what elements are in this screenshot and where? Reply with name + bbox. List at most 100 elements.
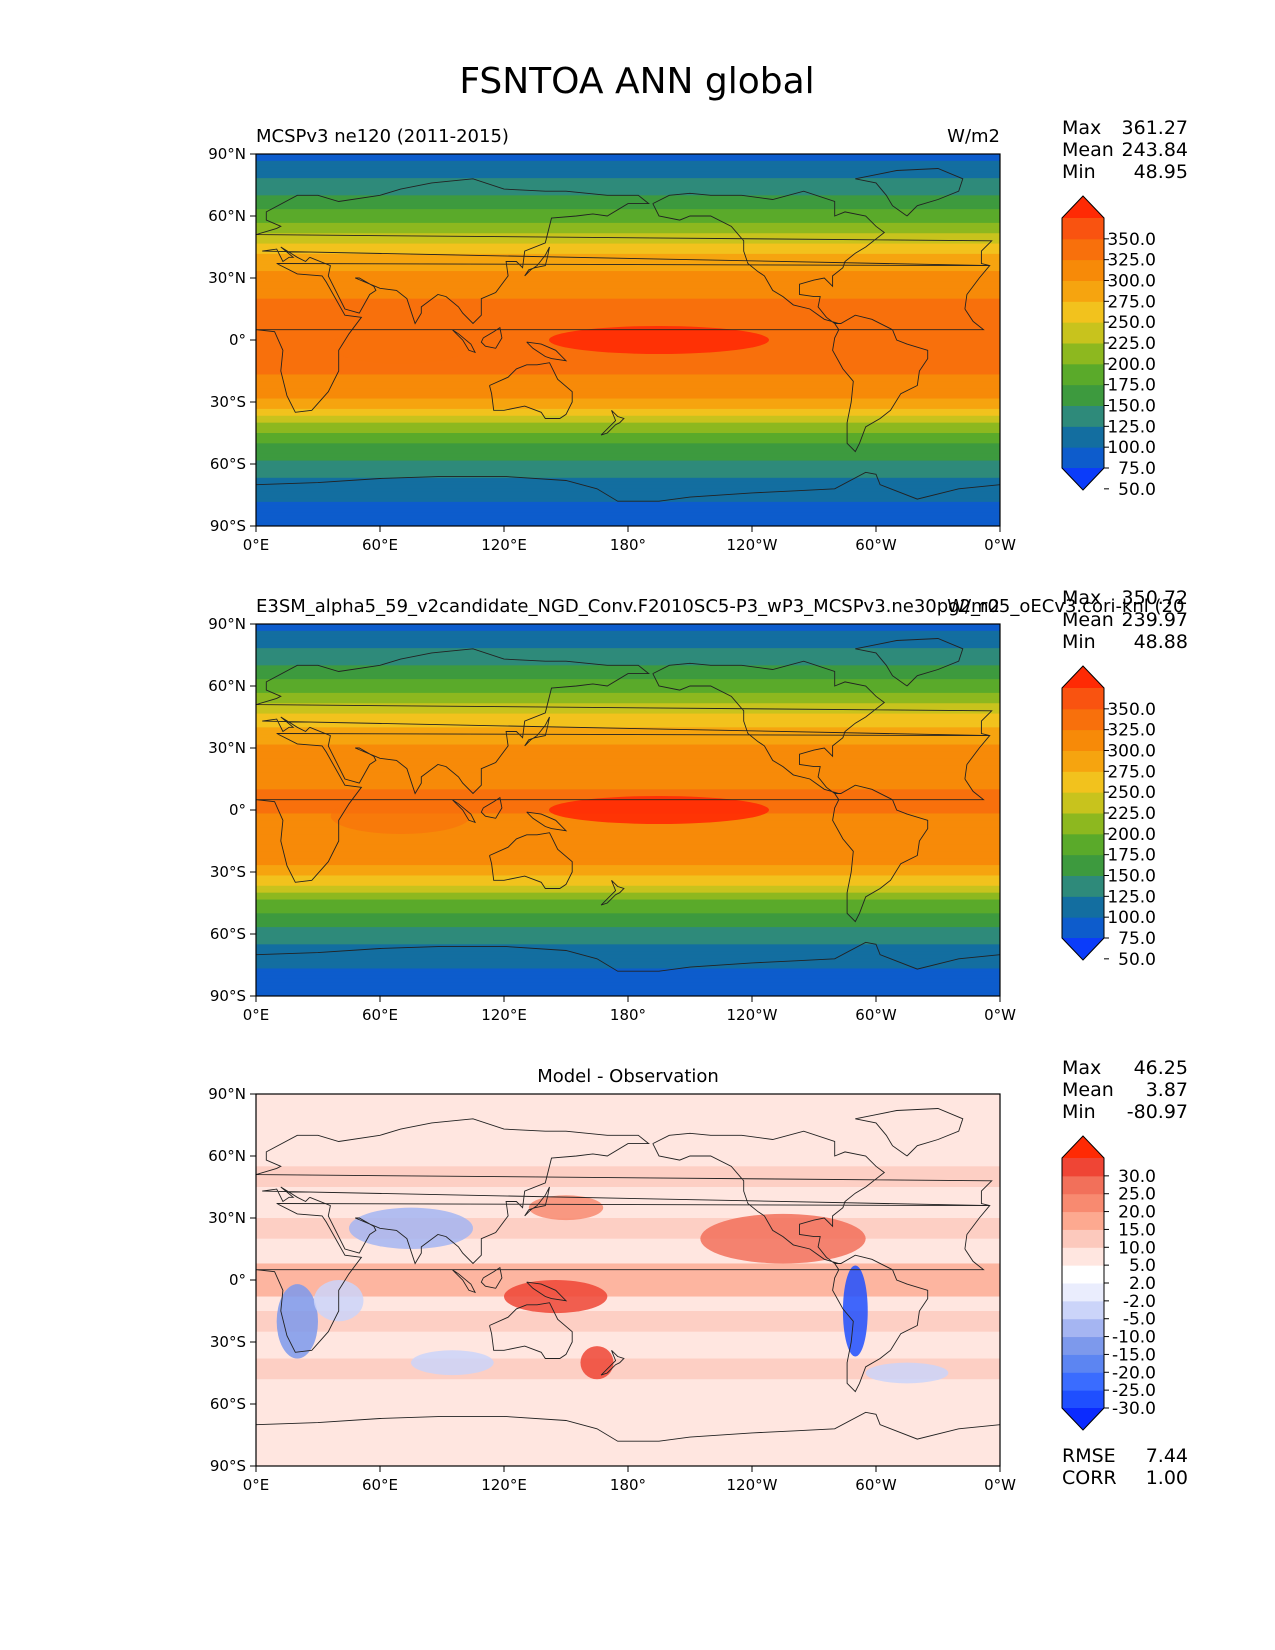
- colorbar-bin: [1062, 1318, 1104, 1338]
- panel-test: MCSPv3 ne120 (2011-2015) W/m2350.0325.030…: [208, 117, 1188, 554]
- field-band: [256, 679, 1000, 684]
- field-band: [256, 464, 1000, 469]
- field-band: [256, 985, 1000, 990]
- stat-value: 361.27: [1122, 117, 1188, 139]
- colorbar-extend-min: [1062, 1408, 1104, 1430]
- field-band: [256, 692, 1000, 697]
- field-band: [256, 989, 1000, 994]
- field-band: [256, 872, 1000, 877]
- field-band: [256, 920, 1000, 925]
- field-band: [256, 160, 1000, 165]
- field-band: [256, 744, 1000, 749]
- field-band: [256, 240, 1000, 245]
- colorbar-label: 225.0: [1107, 334, 1156, 354]
- field-band: [256, 278, 1000, 283]
- stat-label: Mean: [1062, 139, 1114, 161]
- anomaly-blob: [276, 1284, 319, 1359]
- field-band: [256, 309, 1000, 314]
- x-tick-label: 120°W: [727, 1476, 778, 1494]
- field-band: [256, 717, 1000, 722]
- colorbar-bin: [1062, 1336, 1104, 1355]
- field-band: [256, 892, 1000, 897]
- colorbar-bin: [1062, 1300, 1104, 1320]
- field-band: [256, 913, 1000, 918]
- colorbar-bin: [1062, 1390, 1104, 1409]
- field-band: [256, 686, 1000, 691]
- field-band: [256, 402, 1000, 407]
- panel-title: Model - Observation: [537, 1066, 719, 1087]
- stat-label: Max: [1062, 1057, 1101, 1079]
- field-band: [256, 734, 1000, 739]
- colorbar-label: -10.0: [1112, 1328, 1156, 1348]
- field-band: [256, 267, 1000, 272]
- y-tick-label: 90°N: [208, 145, 246, 163]
- x-tick-label: 60°W: [855, 1476, 897, 1494]
- anomaly-blob: [528, 1195, 604, 1221]
- field-band: [256, 847, 1000, 852]
- field-band: [256, 419, 1000, 424]
- colorbar-label: 200.0: [1107, 825, 1156, 845]
- field-band: [256, 627, 1000, 632]
- field-band: [256, 954, 1000, 959]
- field-band: [256, 515, 1000, 520]
- field-band: [256, 1263, 1000, 1297]
- field-band: [256, 519, 1000, 524]
- panel-units: W/m2: [947, 596, 1000, 617]
- field-band: [256, 982, 1000, 987]
- field-band: [256, 443, 1000, 448]
- x-tick-label: 60°E: [362, 1476, 398, 1494]
- field-band: [256, 730, 1000, 735]
- metric-label: CORR: [1062, 1467, 1117, 1489]
- indian-ocean-anomaly: [330, 798, 471, 834]
- colorbar-label: 125.0: [1107, 887, 1156, 907]
- panel-difference: Model - Observation 30.025.020.015.010.05…: [208, 1057, 1188, 1494]
- field-band: [256, 291, 1000, 296]
- field-band: [256, 889, 1000, 894]
- field-band: [256, 495, 1000, 500]
- colorbar-bin: [1062, 363, 1104, 386]
- x-tick-label: 120°E: [481, 536, 527, 554]
- field-band: [256, 624, 1000, 629]
- field-band: [256, 367, 1000, 372]
- field-band: [256, 641, 1000, 646]
- field-band: [256, 844, 1000, 849]
- field-band: [256, 682, 1000, 687]
- field-band: [256, 947, 1000, 952]
- metric-value: 1.00: [1146, 1467, 1188, 1489]
- field-band: [256, 741, 1000, 746]
- field-band: [256, 388, 1000, 393]
- x-tick-label: 60°W: [855, 1006, 897, 1024]
- field-band: [256, 422, 1000, 427]
- field-band: [256, 906, 1000, 911]
- x-tick-label: 180°: [610, 1006, 646, 1024]
- field-band: [256, 713, 1000, 718]
- colorbar-bin: [1062, 833, 1104, 856]
- x-tick-label: 0°E: [243, 1476, 270, 1494]
- field-band: [256, 930, 1000, 935]
- x-tick-label: 0°E: [243, 536, 270, 554]
- colorbar-extend-max: [1062, 1136, 1104, 1158]
- field-band: [256, 426, 1000, 431]
- field-band: [256, 253, 1000, 258]
- field-band: [256, 467, 1000, 472]
- anomaly-blob: [700, 1213, 866, 1264]
- field-band: [256, 975, 1000, 980]
- x-tick-label: 120°W: [727, 536, 778, 554]
- y-tick-label: 90°N: [208, 1085, 246, 1103]
- field-band: [256, 226, 1000, 231]
- field-band: [256, 782, 1000, 787]
- field-band: [256, 408, 1000, 413]
- field-band: [256, 772, 1000, 777]
- colorbar-label: -2.0: [1123, 1292, 1156, 1312]
- colorbar-bin: [1062, 1193, 1104, 1213]
- x-tick-label: 120°E: [481, 1006, 527, 1024]
- colorbar-bin: [1062, 426, 1104, 448]
- field-band: [256, 748, 1000, 753]
- colorbar-label: 175.0: [1107, 376, 1156, 396]
- colorbar-label: 2.0: [1129, 1274, 1156, 1294]
- field-band: [256, 675, 1000, 680]
- colorbar-label: 275.0: [1107, 762, 1156, 782]
- colorbar-label: 175.0: [1107, 846, 1156, 866]
- colorbar-bin: [1062, 1265, 1104, 1284]
- field-band: [256, 302, 1000, 307]
